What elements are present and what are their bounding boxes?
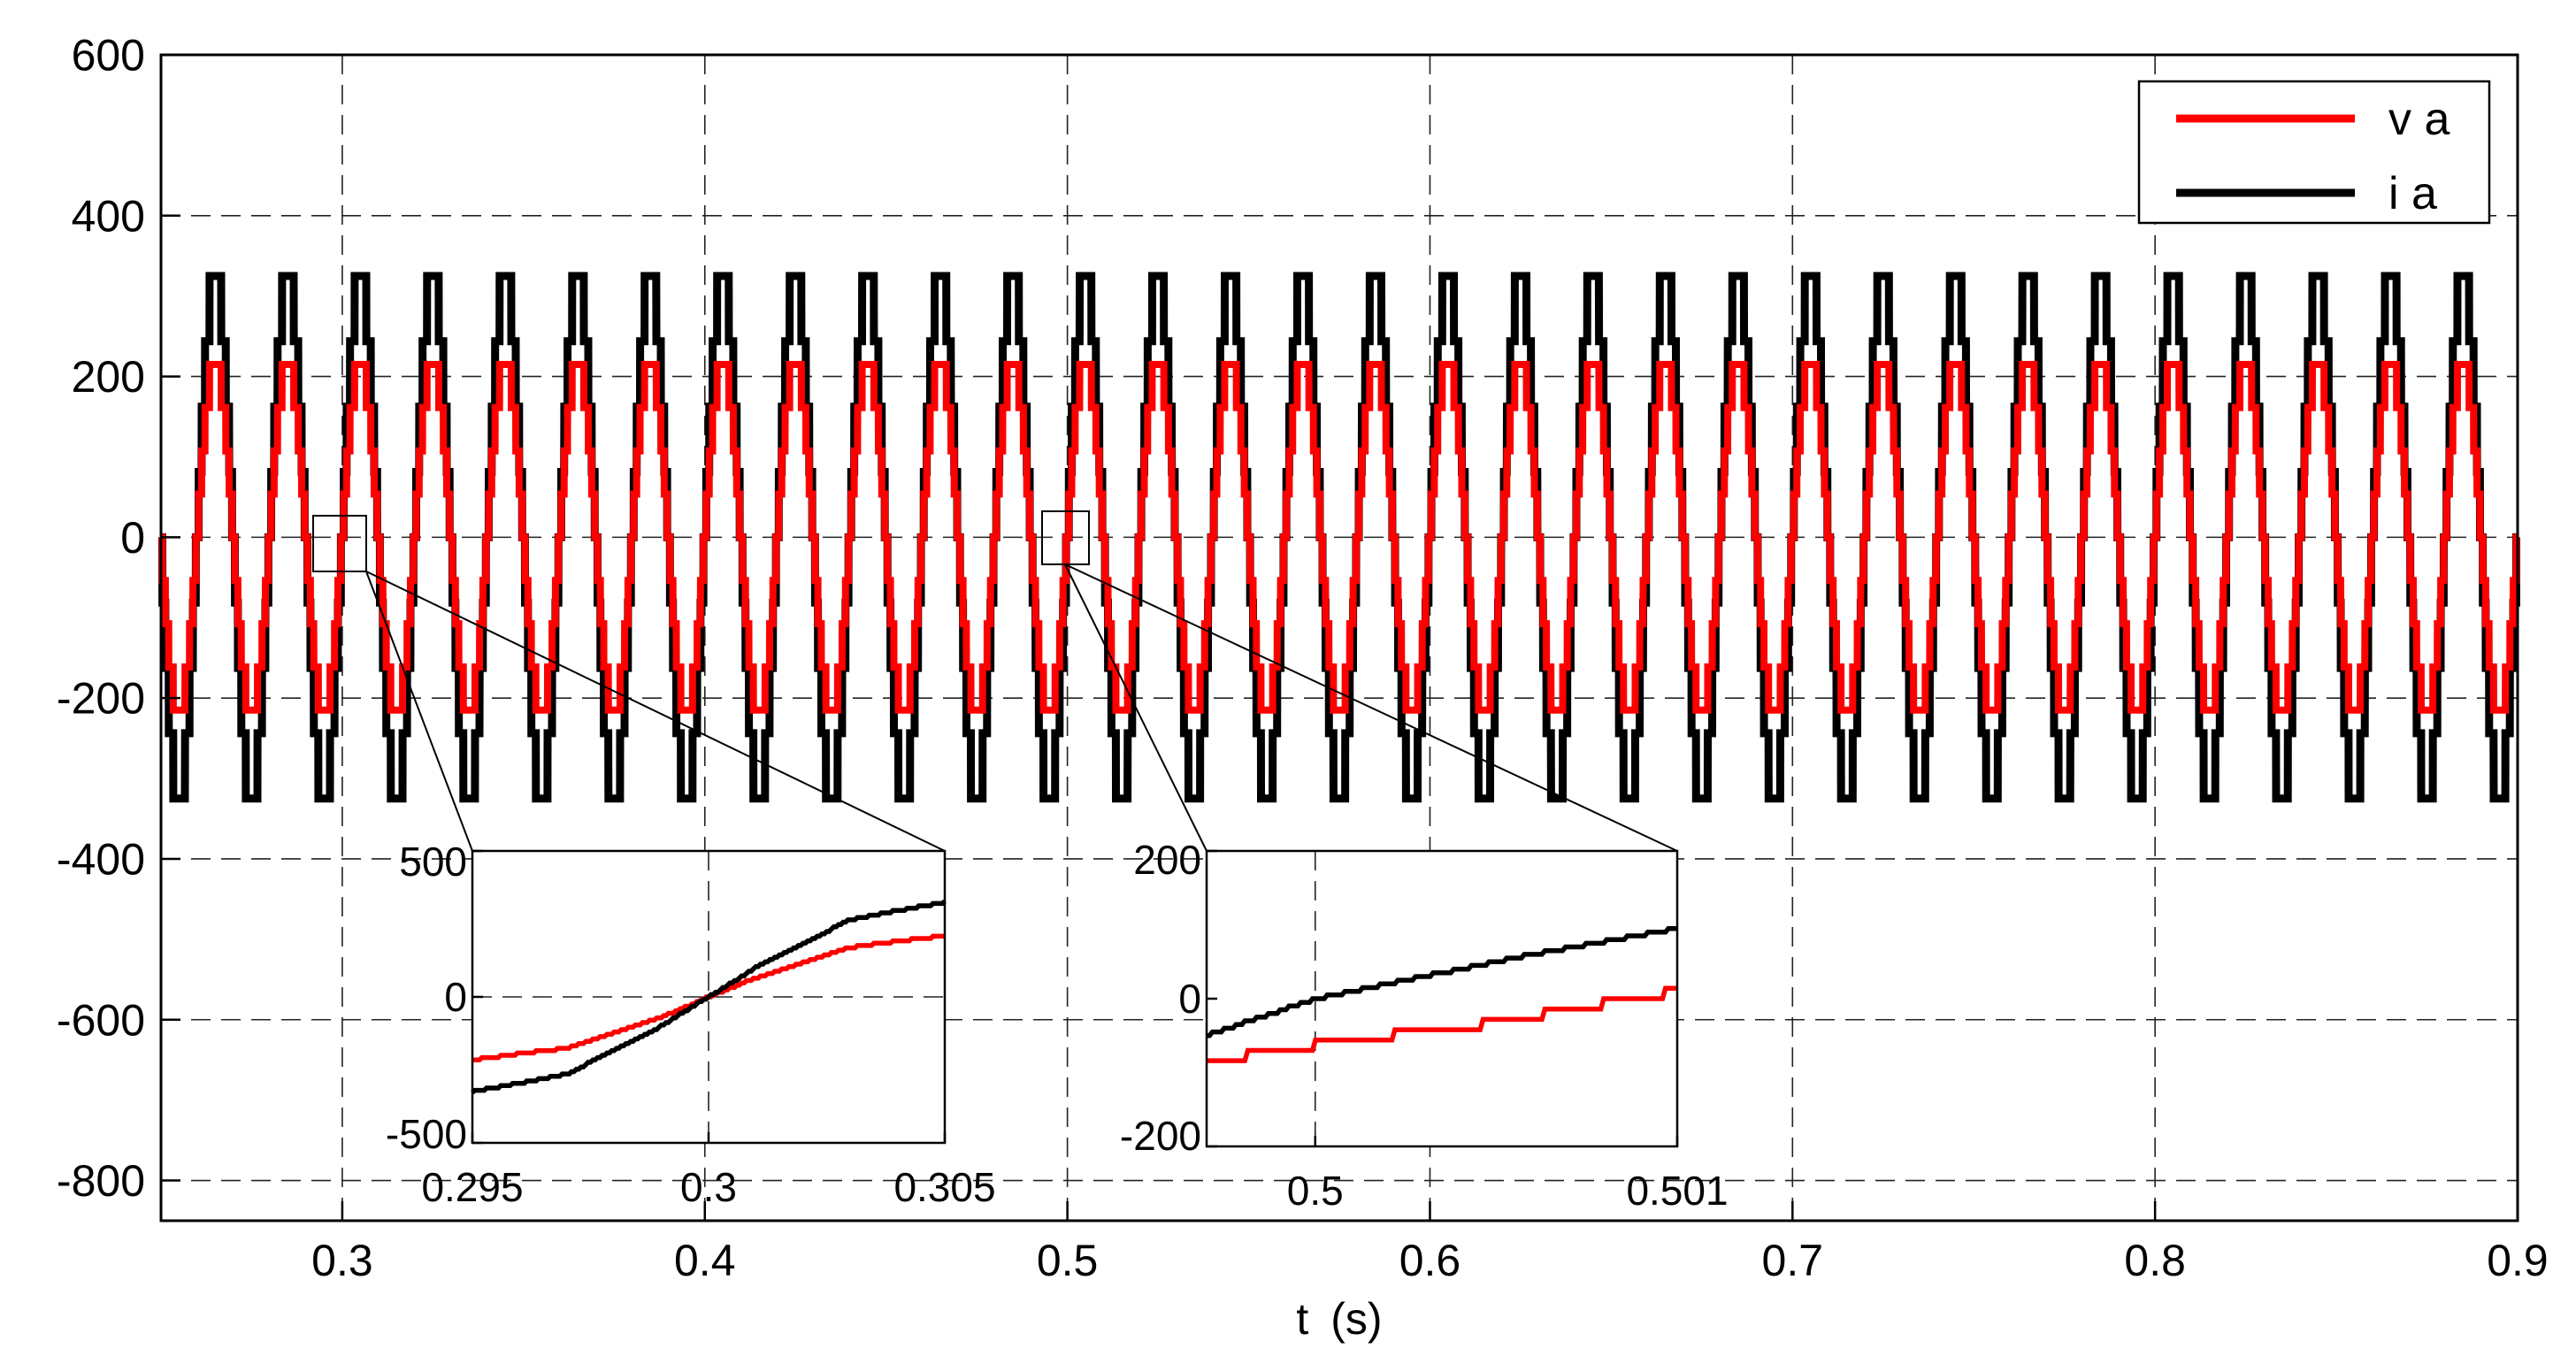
inset-zoom-2: -200 0 200 0.5 0.501 [1120,837,1729,1214]
x-tick-label: 0.501 [1626,1168,1728,1214]
main-plot-frame [159,53,2519,1222]
y-tick-label: -200 [57,674,145,724]
zoom-connectors [312,510,1678,852]
legend-box [2137,80,2491,225]
x-tick-label: 0.295 [421,1164,523,1210]
y-tick-label: 200 [72,352,145,402]
inset-2-ticks: -200 0 200 0.5 0.501 [1120,837,1729,1214]
x-tick-label: 0.305 [893,1164,995,1210]
inset-zoom-1: -500 0 500 0.295 0.3 0.305 [386,839,996,1210]
x-tick-label: 0.5 [1037,1236,1099,1285]
inset-1-grid [472,851,945,1143]
inset-1-series [471,899,947,1095]
legend-label-ia: i a [2388,168,2437,219]
zoom-connector-2b [1064,563,1208,852]
x-tick-label: 0.3 [680,1164,737,1210]
y-tick-label: -800 [57,1156,145,1206]
x-tick-label: 0.6 [1399,1236,1461,1285]
legend-label-va: v a [2388,94,2450,145]
x-tick-label: 0.4 [674,1236,736,1285]
y-tick-label: 600 [72,31,145,80]
zoom-connector-1b [365,571,473,852]
y-tick-label: 0 [120,513,145,563]
x-tick-label: 0.5 [1287,1168,1344,1214]
x-tick-label: 0.9 [2487,1236,2549,1285]
y-tick-label: 400 [72,191,145,241]
x-tick-label: 0.7 [1762,1236,1824,1285]
inset-2-series [1207,925,1677,1063]
zoom-connector-2a [1064,563,1678,852]
inset-1-series-ia [471,899,947,1095]
y-tick-label: 500 [399,839,467,885]
inset-2-series-va [1207,985,1677,1063]
y-tick-label: -500 [386,1111,467,1157]
y-tick-label: -400 [57,834,145,884]
legend: v a i a [2137,80,2491,225]
zoom-source-box-1 [312,515,367,572]
x-tick-label: 0.3 [311,1236,373,1285]
inset-1-ticks: -500 0 500 0.295 0.3 0.305 [386,839,996,1210]
inset-2-background [1207,851,1677,1146]
y-tick-label: -600 [57,995,145,1045]
y-tick-label: -200 [1120,1113,1201,1159]
series-line-va [158,361,2520,714]
zoom-connector-1a [365,571,946,852]
main-series [158,272,2520,803]
y-tick-label: 200 [1133,837,1201,883]
y-tick-label: 0 [444,974,467,1020]
x-tick-label: 0.8 [2124,1236,2186,1285]
inset-2-series-ia [1207,925,1677,1038]
main-ticks: -800 -600 -400 -200 0 200 400 600 0.3 0.4 0.5 0.6 0.… [57,31,2549,1286]
x-axis-label: t (s) [1296,1294,1382,1344]
y-tick-label: 0 [1178,976,1201,1022]
